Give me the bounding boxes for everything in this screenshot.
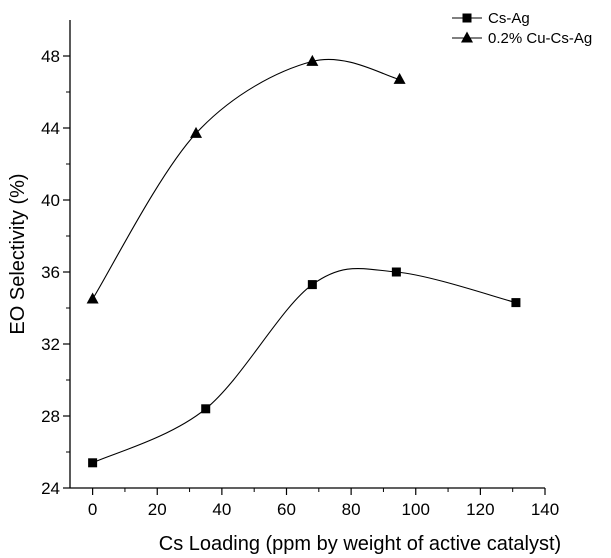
series-1	[88, 267, 521, 468]
x-tick-label: 0	[88, 500, 97, 519]
x-axis-title: Cs Loading (ppm by weight of active cata…	[159, 533, 561, 555]
data-point	[86, 292, 99, 304]
series-line	[92, 58, 400, 300]
series-2	[86, 54, 406, 304]
axis-ticks: 0 20 40 60 80 100 120 140 24 28 32 36 40 44 48	[41, 47, 559, 519]
x-tick-label: 80	[342, 500, 361, 519]
series-line	[92, 268, 517, 464]
legend-item: Cs-Ag	[452, 10, 530, 27]
x-tick-label: 100	[402, 500, 430, 519]
axes	[69, 20, 545, 489]
data-point	[391, 267, 401, 277]
data-point	[190, 126, 203, 138]
data-point	[393, 72, 406, 84]
y-tick-label: 40	[41, 191, 60, 210]
data-point	[306, 54, 319, 66]
x-tick-label: 20	[148, 500, 167, 519]
y-tick-label: 44	[41, 119, 60, 138]
legend-item: 0.2% Cu-Cs-Ag	[452, 30, 592, 47]
legend-label: Cs-Ag	[488, 10, 530, 27]
y-tick-label: 24	[41, 479, 60, 498]
x-tick-label: 60	[277, 500, 296, 519]
y-tick-label: 32	[41, 335, 60, 354]
data-point	[88, 458, 98, 468]
data-point	[307, 280, 317, 290]
legend-marker	[461, 31, 473, 43]
series-layer	[86, 54, 521, 468]
y-tick-label: 48	[41, 47, 60, 66]
x-tick-label: 40	[212, 500, 231, 519]
data-point	[201, 404, 211, 414]
legend-label: 0.2% Cu-Cs-Ag	[488, 30, 592, 47]
y-axis-title: EO Selectivity (%)	[7, 173, 29, 334]
x-tick-label: 140	[531, 500, 559, 519]
legend-marker	[462, 13, 472, 23]
y-tick-label: 28	[41, 407, 60, 426]
x-tick-label: 120	[466, 500, 494, 519]
legend: Cs-Ag 0.2% Cu-Cs-Ag	[452, 10, 592, 47]
y-tick-label: 36	[41, 263, 60, 282]
data-point	[511, 298, 521, 308]
